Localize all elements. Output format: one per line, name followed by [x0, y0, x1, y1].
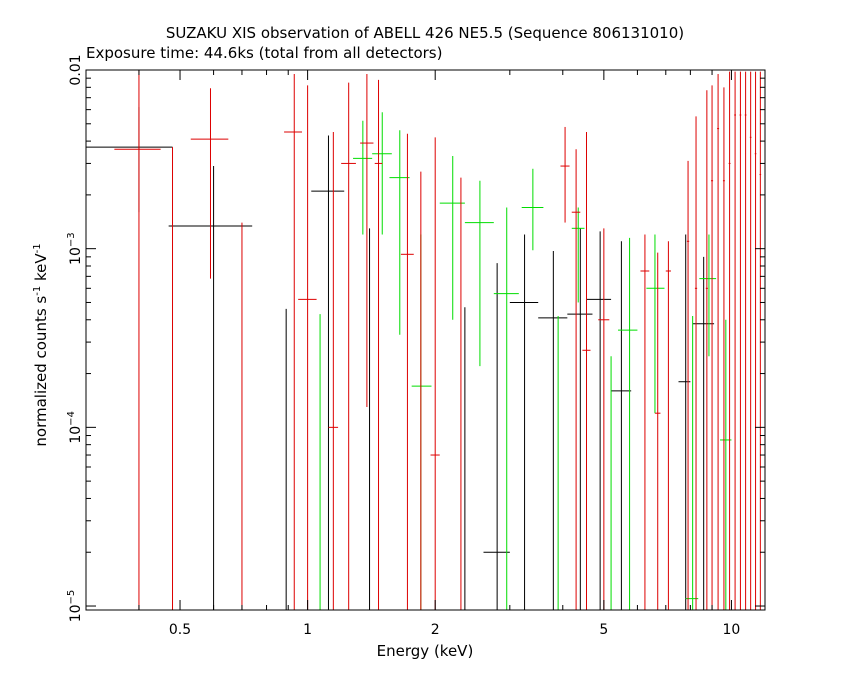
data-point — [646, 234, 665, 414]
data-point — [711, 85, 714, 610]
data-point — [717, 73, 720, 610]
y-axis-label: normalized counts s-1 keV-1 — [32, 243, 50, 446]
data-point — [114, 70, 161, 610]
data-point — [311, 135, 345, 610]
data-point — [728, 71, 731, 610]
data-point — [739, 71, 742, 610]
data-point — [611, 241, 632, 610]
data-point — [694, 116, 698, 610]
data-point — [483, 263, 510, 610]
y-axis-label-sup2: -1 — [32, 243, 43, 253]
x-tick-label: 1 — [303, 622, 312, 638]
x-tick-label: 0.5 — [169, 622, 191, 638]
data-point — [341, 82, 356, 610]
data-point — [411, 234, 432, 610]
y-tick-label-base: 10 — [68, 247, 84, 265]
chart-subtitle: Exposure time: 44.6ks (total from all de… — [86, 44, 442, 62]
data-point — [618, 237, 638, 610]
data-point — [509, 234, 539, 610]
data-point — [298, 85, 317, 610]
data-point — [759, 71, 762, 610]
data-point — [582, 131, 591, 610]
data-point — [665, 241, 671, 610]
data-point — [734, 71, 736, 610]
data-point — [598, 228, 610, 610]
data-point — [464, 180, 494, 367]
data-point — [328, 131, 339, 610]
data-layer — [85, 70, 762, 610]
y-axis-label-sup1: -1 — [32, 286, 43, 296]
data-point — [744, 71, 747, 610]
data-point — [493, 207, 519, 610]
x-axis-label: Energy (keV) — [377, 642, 474, 660]
y-tick-label: 10−4 — [66, 411, 84, 444]
data-point — [705, 90, 708, 610]
y-axis-label-main: normalized counts s — [32, 296, 50, 447]
data-point — [567, 228, 593, 610]
data-point — [571, 149, 581, 610]
data-point — [722, 87, 725, 610]
data-point — [521, 168, 544, 251]
data-point — [560, 126, 570, 223]
data-point — [654, 252, 661, 610]
y-tick-label: 10−3 — [66, 232, 84, 265]
data-point — [678, 234, 691, 610]
data-point — [374, 79, 383, 610]
series-1 — [319, 112, 732, 610]
data-point — [640, 234, 650, 610]
data-point — [372, 112, 392, 235]
x-tick-label: 5 — [599, 622, 608, 638]
data-point — [699, 234, 717, 357]
y-tick-label: 0.01 — [68, 54, 84, 85]
data-point — [686, 160, 690, 610]
plot-frame — [85, 69, 766, 611]
y-tick-label-base: 10 — [68, 604, 84, 622]
y-tick-label-exp: −3 — [66, 232, 77, 247]
data-point — [538, 251, 568, 610]
data-point — [353, 120, 373, 235]
x-tick-label: 10 — [723, 622, 741, 638]
data-point — [190, 88, 229, 279]
y-tick-label-base: 0.01 — [68, 54, 84, 85]
data-point — [571, 207, 585, 303]
data-point — [360, 73, 374, 407]
series-2 — [85, 70, 762, 610]
chart-title: SUZAKU XIS observation of ABELL 426 NE5.… — [166, 24, 684, 42]
data-point — [754, 71, 757, 610]
y-tick-label-exp: −5 — [66, 590, 77, 605]
y-axis-label-mid: keV — [32, 253, 50, 286]
data-point — [389, 130, 410, 335]
y-tick-label-exp: −4 — [66, 411, 77, 426]
data-point — [284, 73, 303, 610]
y-tick-label-base: 10 — [68, 426, 84, 444]
y-tick-label: 10−5 — [66, 590, 84, 623]
data-point — [749, 71, 752, 610]
x-tick-label: 2 — [431, 622, 440, 638]
data-point — [586, 231, 612, 610]
data-point — [400, 133, 414, 610]
data-point — [86, 107, 173, 213]
data-point — [430, 137, 440, 610]
